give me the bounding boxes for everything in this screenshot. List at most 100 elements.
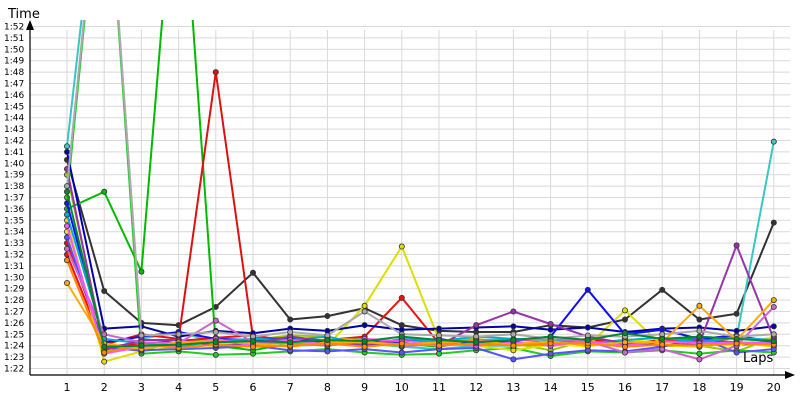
data-point: [770, 138, 777, 145]
series-17: [64, 20, 777, 342]
data-point: [584, 286, 591, 293]
data-point: [584, 336, 591, 343]
data-point: [398, 294, 405, 301]
data-point: [361, 302, 368, 309]
y-tick-label: 1:46: [4, 91, 24, 101]
data-point: [212, 339, 219, 346]
y-tick-label: 1:24: [4, 342, 24, 352]
data-point: [547, 340, 554, 347]
data-point: [770, 331, 777, 338]
x-axis-title: Laps: [743, 351, 773, 366]
data-point: [398, 349, 405, 356]
data-point: [659, 286, 666, 293]
series-20: [64, 188, 777, 350]
data-point: [64, 211, 71, 218]
data-point: [622, 349, 629, 356]
series-line: [66, 20, 774, 340]
data-point: [733, 242, 740, 249]
series-line: [66, 259, 774, 354]
data-point: [696, 333, 703, 340]
series-line: [66, 214, 774, 348]
series-10: [64, 148, 777, 340]
data-point: [101, 343, 108, 350]
y-tick-label: 1:26: [4, 319, 24, 329]
y-tick-label: 1:52: [4, 23, 24, 33]
data-point: [212, 351, 219, 358]
x-tick-label: 3: [138, 381, 145, 394]
axes: [26, 20, 795, 379]
y-tick-label: 1:31: [4, 262, 24, 272]
y-tick-label: 1:41: [4, 148, 24, 158]
data-point: [659, 335, 666, 342]
y-tick-label: 1:49: [4, 57, 24, 67]
series-1: [64, 156, 777, 336]
data-point: [64, 222, 71, 229]
data-point: [659, 341, 666, 348]
plot-area: [64, 20, 777, 365]
x-tick-label: 2: [101, 381, 108, 394]
data-point: [770, 219, 777, 226]
y-tick-label: 1:23: [4, 353, 24, 363]
x-tick-label: 16: [618, 381, 632, 394]
y-tick-label: 1:48: [4, 68, 24, 78]
data-point: [584, 324, 591, 331]
data-point: [622, 330, 629, 337]
y-tick-label: 1:51: [4, 34, 24, 44]
y-tick-label: 1:42: [4, 137, 24, 147]
data-point: [324, 313, 331, 320]
data-point: [361, 322, 368, 329]
data-point: [212, 317, 219, 324]
x-tick-label: 15: [581, 381, 595, 394]
data-point: [547, 333, 554, 340]
x-tick-label: 9: [361, 381, 368, 394]
data-point: [249, 338, 256, 345]
data-point: [770, 303, 777, 310]
data-point: [101, 287, 108, 294]
x-tick-label: 12: [469, 381, 483, 394]
data-point: [212, 329, 219, 336]
x-tick-label: 14: [544, 381, 558, 394]
y-tick-label: 1:25: [4, 330, 24, 340]
data-point: [398, 333, 405, 340]
data-point: [175, 331, 182, 338]
data-point: [435, 336, 442, 343]
data-point: [138, 268, 145, 275]
series-line: [66, 151, 774, 338]
y-tick-label: 1:44: [4, 114, 24, 124]
y-tick-label: 1:47: [4, 80, 24, 90]
y-tick-label: 1:38: [4, 182, 24, 192]
y-tick-label: 1:36: [4, 205, 24, 215]
data-point: [547, 326, 554, 333]
x-tick-label: 6: [250, 381, 257, 394]
series-line: [66, 191, 774, 348]
data-point: [547, 350, 554, 357]
data-point: [361, 343, 368, 350]
y-axis-title: Time: [7, 7, 40, 22]
data-point: [622, 316, 629, 323]
data-point: [361, 338, 368, 345]
series-line: [66, 159, 775, 333]
x-tick-label: 4: [175, 381, 182, 394]
x-tick-label: 5: [212, 381, 219, 394]
data-point: [361, 308, 368, 315]
data-point: [64, 183, 71, 190]
x-tick-label: 1: [64, 381, 71, 394]
data-point: [770, 338, 777, 345]
y-tick-label: 1:33: [4, 239, 24, 249]
y-tick-label: 1:40: [4, 159, 24, 169]
data-point: [64, 245, 71, 252]
data-point: [287, 316, 294, 323]
data-point: [138, 332, 145, 339]
data-point: [175, 341, 182, 348]
data-point: [64, 148, 71, 155]
x-tick-labels: 1 2 3 4 5 6 7 8 9 10 11 12 13 14 15 16 17 18 19 20: [64, 381, 781, 394]
y-tick-label: 1:29: [4, 285, 24, 295]
data-point: [733, 349, 740, 356]
x-tick-label: 18: [692, 381, 706, 394]
y-tick-label: 1:35: [4, 216, 24, 226]
series-line: [66, 20, 774, 357]
data-point: [435, 342, 442, 349]
y-tick-label: 1:43: [4, 125, 24, 135]
data-point: [473, 322, 480, 329]
data-point: [249, 343, 256, 350]
